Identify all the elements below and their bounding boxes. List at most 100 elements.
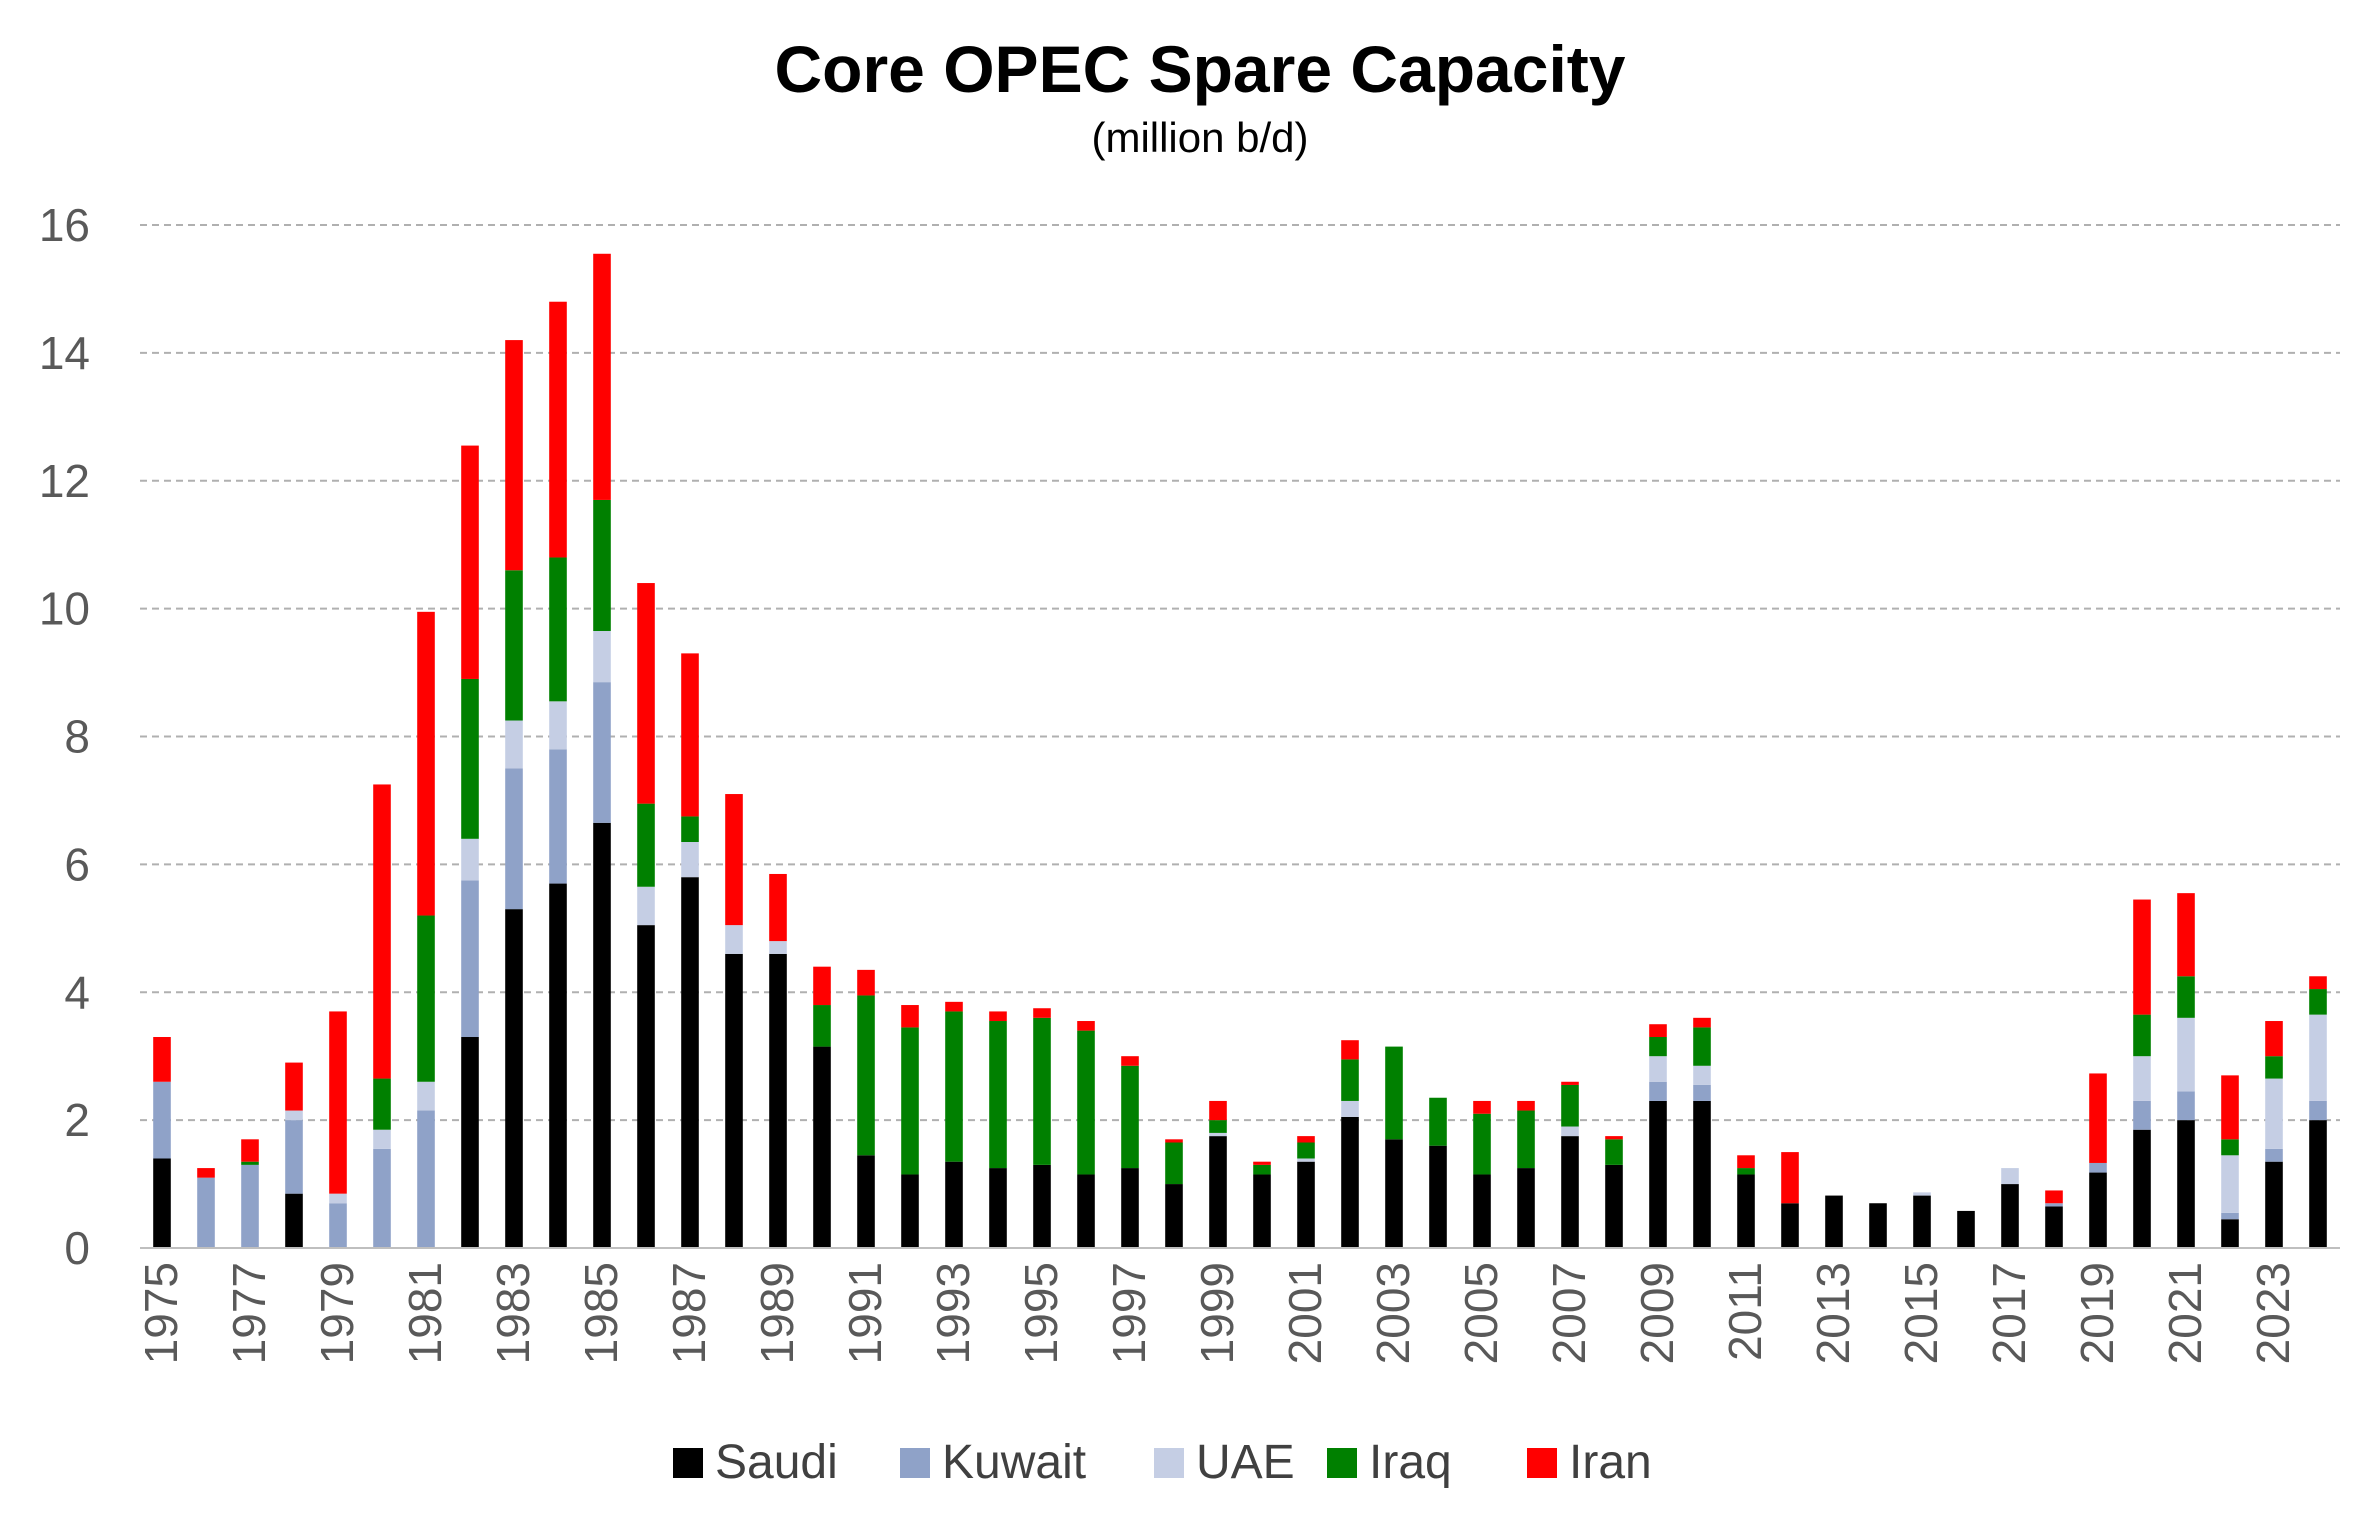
y-tick-label: 14 [39,327,90,379]
x-axis-ticks: 1975 1977 1979 1981 1983 1985 1987 1989 1991 1993… [135,1262,2299,1364]
y-tick-label: 0 [64,1222,90,1274]
bar-segment-saudi [2221,1219,2239,1248]
bar-segment-iran [769,873,787,942]
bar-segment-iraq [1561,1084,1579,1127]
bar-segment-uae [725,925,743,954]
bar-segment-iran [2221,1075,2239,1140]
bar-segment-iran [1605,1136,1623,1140]
bar-segment-iran [1077,1021,1095,1031]
bar-segment-saudi [681,877,699,1248]
x-tick-label: 2019 [2071,1262,2123,1364]
bar-segment-iran [505,340,523,571]
x-tick-label: 1999 [1191,1262,1243,1364]
bar-segment-uae [2177,1017,2195,1092]
y-tick-label: 16 [39,199,90,251]
x-tick-label: 1989 [751,1262,803,1364]
bar-segment-iran [197,1168,215,1178]
bar-segment-iraq [2221,1139,2239,1156]
x-tick-label: 1993 [927,1262,979,1364]
x-tick-label: 1983 [487,1262,539,1364]
bar-segment-kuwait [2089,1162,2107,1173]
x-tick-label: 1985 [575,1262,627,1364]
bar-segment-iran [1341,1040,1359,1060]
bar-segment-saudi [901,1174,919,1248]
bar-segment-iran [1209,1100,1227,1121]
bar-segment-saudi [1825,1195,1843,1248]
x-tick-label: 2013 [1807,1262,1859,1364]
bar-segment-uae [1341,1100,1359,1117]
bar-segment-saudi [2177,1120,2195,1248]
x-tick-label: 1977 [223,1262,275,1364]
x-tick-label: 1981 [399,1262,451,1364]
bar-segment-kuwait [241,1164,259,1248]
bar-segment-uae [1649,1056,1667,1082]
bar-segment-iraq [1121,1065,1139,1169]
bar-segment-kuwait [549,749,567,884]
chart-subtitle: (million b/d) [1091,114,1308,161]
bar-segment-saudi [2045,1206,2063,1248]
bar-segment-iraq [2177,976,2195,1018]
bar-segment-saudi [593,822,611,1248]
bar-segment-saudi [637,925,655,1248]
bar-segment-iran [2089,1073,2107,1163]
bar-segment-iran [2309,976,2327,990]
bar-segment-iran [989,1011,1007,1022]
bar-segment-iraq [593,499,611,632]
bar-segment-iran [2177,893,2195,977]
bar-segment-saudi [1693,1100,1711,1248]
bar-segment-iraq [1297,1142,1315,1159]
bar-segment-iraq [461,678,479,839]
bar-segment-iraq [373,1078,391,1130]
bar-segment-uae [2309,1014,2327,1101]
bar-segment-iraq [1165,1142,1183,1185]
bar-segment-iraq [1385,1046,1403,1140]
bar-segment-uae [637,886,655,926]
legend-label-iran: Iran [1569,1436,1652,1489]
bar-segment-iraq [505,570,523,721]
bar-segment-saudi [2309,1120,2327,1248]
bar-segment-iran [1121,1056,1139,1066]
bar-segment-iran [725,794,743,926]
bar-segment-saudi [1913,1195,1931,1248]
x-tick-label: 1997 [1103,1262,1155,1364]
bar-segment-iraq [1429,1097,1447,1146]
bar-segment-iraq [989,1021,1007,1169]
bar-segment-iraq [417,915,435,1082]
bar-segment-kuwait [505,768,523,910]
bar-segment-iraq [1077,1030,1095,1175]
bar-segment-iraq [1517,1110,1535,1169]
bar-segment-kuwait [153,1081,171,1159]
bar-segment-uae [373,1129,391,1149]
bar-segment-iran [2133,899,2151,1015]
bar-segment-iran [1649,1024,1667,1038]
x-tick-label: 1987 [663,1262,715,1364]
bar-segment-kuwait [329,1203,347,1248]
bar-segment-saudi [2001,1184,2019,1248]
bar-segment-iraq [1693,1027,1711,1066]
bar-segment-saudi [725,953,743,1248]
bar-segment-saudi [1297,1161,1315,1248]
bar-segment-saudi [2133,1129,2151,1248]
y-tick-label: 12 [39,455,90,507]
bar-segment-saudi [1517,1168,1535,1248]
x-tick-label: 2009 [1631,1262,1683,1364]
bar-segment-iran [241,1139,259,1162]
x-tick-label: 1991 [839,1262,891,1364]
bar-segment-iraq [1209,1120,1227,1133]
bar-segment-iran [1033,1008,1051,1018]
x-tick-label: 1979 [311,1262,363,1364]
bar-segment-saudi [857,1155,875,1248]
x-tick-label: 2001 [1279,1262,1331,1364]
bar-segment-iraq [637,803,655,887]
bar-segment-iran [1517,1100,1535,1111]
y-tick-label: 8 [64,711,90,763]
bar-segment-iran [285,1062,303,1111]
bar-segment-kuwait [2177,1091,2195,1121]
bar-segment-iran [417,611,435,916]
bar-segment-iraq [945,1011,963,1162]
bar-segment-uae [461,838,479,881]
bar-segment-iraq [901,1027,919,1175]
bar-segment-iran [1297,1136,1315,1143]
bar-segment-iraq [1605,1139,1623,1165]
legend-swatch-kuwait [900,1448,930,1478]
